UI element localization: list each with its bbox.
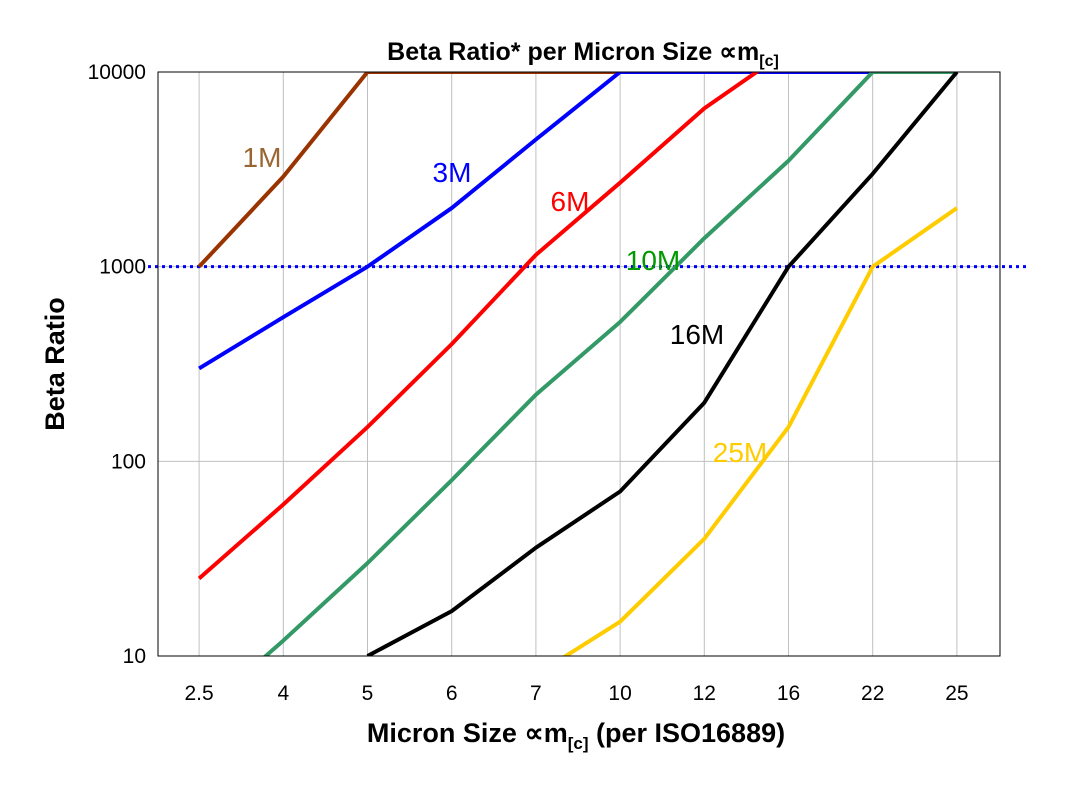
series-line-10M	[262, 72, 957, 656]
x-axis-label: Micron Size ∝m[c] (per ISO16889)	[367, 718, 785, 753]
series-label-25M: 25M	[713, 437, 767, 468]
series-lines	[197, 72, 959, 656]
x-tick-label: 5	[362, 682, 374, 705]
x-tick-label: 4	[277, 682, 289, 705]
series-label-10M: 10M	[626, 245, 680, 276]
x-tick-label: 25	[945, 682, 968, 705]
series-label-1M: 1M	[243, 142, 282, 173]
x-tick-label: 16	[777, 682, 800, 705]
series-labels: 1M 3M 6M 10M 16M 25M	[243, 142, 768, 468]
x-tick-label: 6	[446, 682, 458, 705]
y-tick-label: 10	[123, 645, 146, 668]
x-tick-label: 12	[693, 682, 716, 705]
y-tick-label: 10000	[88, 61, 146, 84]
series-label-16M: 16M	[670, 319, 724, 350]
chart-title: Beta Ratio* per Micron Size ∝m[c]	[387, 38, 779, 70]
x-tick-labels: 2.5 4 5 6 7 10 12 16 22 25	[184, 682, 968, 705]
x-tick-label: 22	[861, 682, 884, 705]
series-label-3M: 3M	[433, 157, 472, 188]
plot-area	[158, 72, 1000, 656]
y-tick-label: 100	[111, 450, 146, 473]
series-line-16M	[366, 72, 959, 656]
x-tick-label: 2.5	[184, 682, 213, 705]
x-tick-label: 10	[608, 682, 631, 705]
series-line-6M	[197, 72, 761, 581]
y-tick-labels: 10 100 1000 10000	[88, 61, 146, 668]
series-line-25M	[562, 206, 959, 656]
plot-border	[157, 71, 1001, 657]
series-line-1M	[197, 72, 957, 269]
series-line-3M	[198, 72, 957, 371]
y-axis-label: Beta Ratio	[40, 297, 70, 431]
series-label-6M: 6M	[551, 186, 590, 217]
y-tick-label: 1000	[99, 256, 146, 279]
x-tick-label: 7	[530, 682, 542, 705]
